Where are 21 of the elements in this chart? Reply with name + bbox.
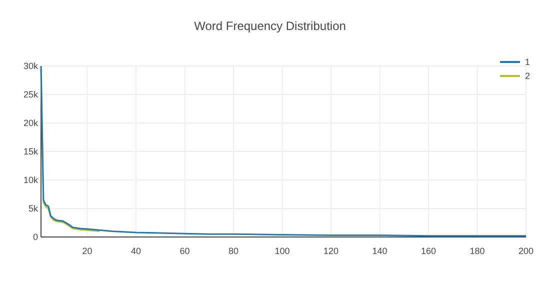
- y-tick-label: 5k: [28, 204, 38, 214]
- y-tick-label: 10k: [23, 175, 38, 186]
- chart-title: Word Frequency Distribution: [194, 19, 346, 33]
- x-tick-label: 120: [324, 246, 339, 256]
- legend-label: 1: [525, 57, 530, 68]
- x-tick-label: 100: [274, 246, 290, 256]
- x-tick-label: 200: [518, 246, 534, 256]
- x-tick-label: 60: [180, 246, 190, 256]
- legend-label: 2: [525, 71, 530, 82]
- y-tick-label: 0: [32, 232, 38, 242]
- y-tick-label: 30k: [23, 61, 38, 72]
- x-tick-label: 40: [131, 246, 142, 256]
- x-tick-label: 80: [228, 246, 239, 256]
- line-series: [40, 65, 527, 237]
- x-tick-label: 180: [470, 246, 485, 256]
- x-tick-label: 140: [372, 246, 388, 256]
- x-tick-label: 20: [82, 246, 92, 256]
- y-tick-label: 25k: [23, 90, 38, 100]
- y-tick-label: 15k: [23, 146, 38, 157]
- y-tick-label: 20k: [23, 118, 38, 128]
- x-tick-label: 160: [420, 246, 436, 256]
